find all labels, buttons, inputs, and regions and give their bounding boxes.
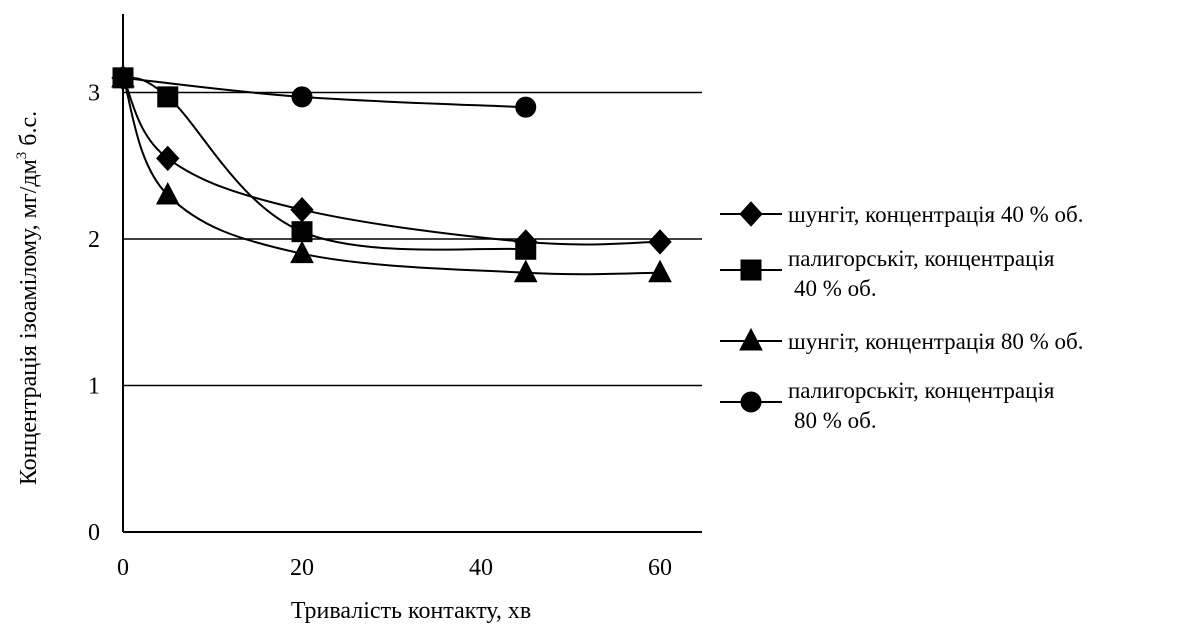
legend-label: шунгіт, концентрація 80 % об.	[788, 329, 1084, 354]
legend-label: 80 % об.	[794, 408, 877, 433]
y-tick-label: 0	[88, 520, 100, 546]
series-line-2	[122, 76, 526, 251]
legend-marker-circle	[740, 391, 762, 413]
tick-labels: 0 1 2 3 0 20 40 60	[88, 81, 672, 582]
y-axis-title-tail: б.с.	[16, 111, 42, 152]
data-point-square	[157, 86, 179, 108]
series-lines	[122, 76, 661, 276]
data-point-triangle	[648, 259, 672, 283]
data-point-triangle	[155, 181, 180, 205]
gridlines	[123, 91, 702, 387]
y-axis-title-superscript: 3	[14, 152, 30, 160]
data-point-circle	[112, 67, 134, 89]
x-tick-label: 40	[469, 555, 493, 581]
data-point-square	[291, 221, 313, 243]
data-point-diamond	[156, 145, 180, 172]
series-markers	[111, 64, 672, 283]
data-point-diamond	[648, 229, 672, 255]
y-tick-label: 2	[88, 227, 100, 253]
x-tick-label: 60	[648, 555, 672, 581]
y-tick-label: 3	[88, 81, 100, 107]
legend-item: палигорськіт, концентрація 40 % об.	[720, 246, 1055, 301]
x-tick-label: 20	[290, 555, 314, 581]
data-point-circle	[291, 86, 313, 108]
legend-marker-triangle	[739, 327, 763, 351]
legend-label: шунгіт, концентрація 40 % об.	[788, 202, 1084, 227]
data-point-square	[515, 238, 537, 260]
y-tick-label: 1	[88, 374, 100, 400]
legend-item: палигорськіт, концентрація 80 % об.	[720, 378, 1055, 433]
series-line-1	[122, 77, 661, 246]
legend-item: шунгіт, концентрація 80 % об.	[720, 327, 1084, 354]
data-point-triangle	[290, 240, 314, 264]
x-tick-label: 0	[117, 555, 129, 581]
data-point-diamond	[290, 196, 314, 223]
x-axis-title: Тривалість контакту, хв	[291, 598, 531, 624]
data-point-circle	[515, 96, 537, 118]
y-axis-title-main: Концентрація ізоамілому, мг/дм	[16, 159, 42, 485]
legend-label: палигорськіт, концентрація	[788, 246, 1055, 271]
y-axis-title: Концентрація ізоамілому, мг/дм3 б.с.	[14, 111, 42, 485]
data-point-triangle	[513, 259, 538, 283]
legend-item: шунгіт, концентрація 40 % об.	[720, 201, 1084, 227]
axes	[122, 14, 702, 533]
legend-marker-diamond	[739, 201, 763, 227]
legend: шунгіт, концентрація 40 % об. палигорські…	[720, 201, 1084, 433]
legend-label: палигорськіт, концентрація	[788, 378, 1055, 403]
legend-marker-square	[740, 259, 762, 281]
legend-label: 40 % об.	[794, 276, 877, 301]
